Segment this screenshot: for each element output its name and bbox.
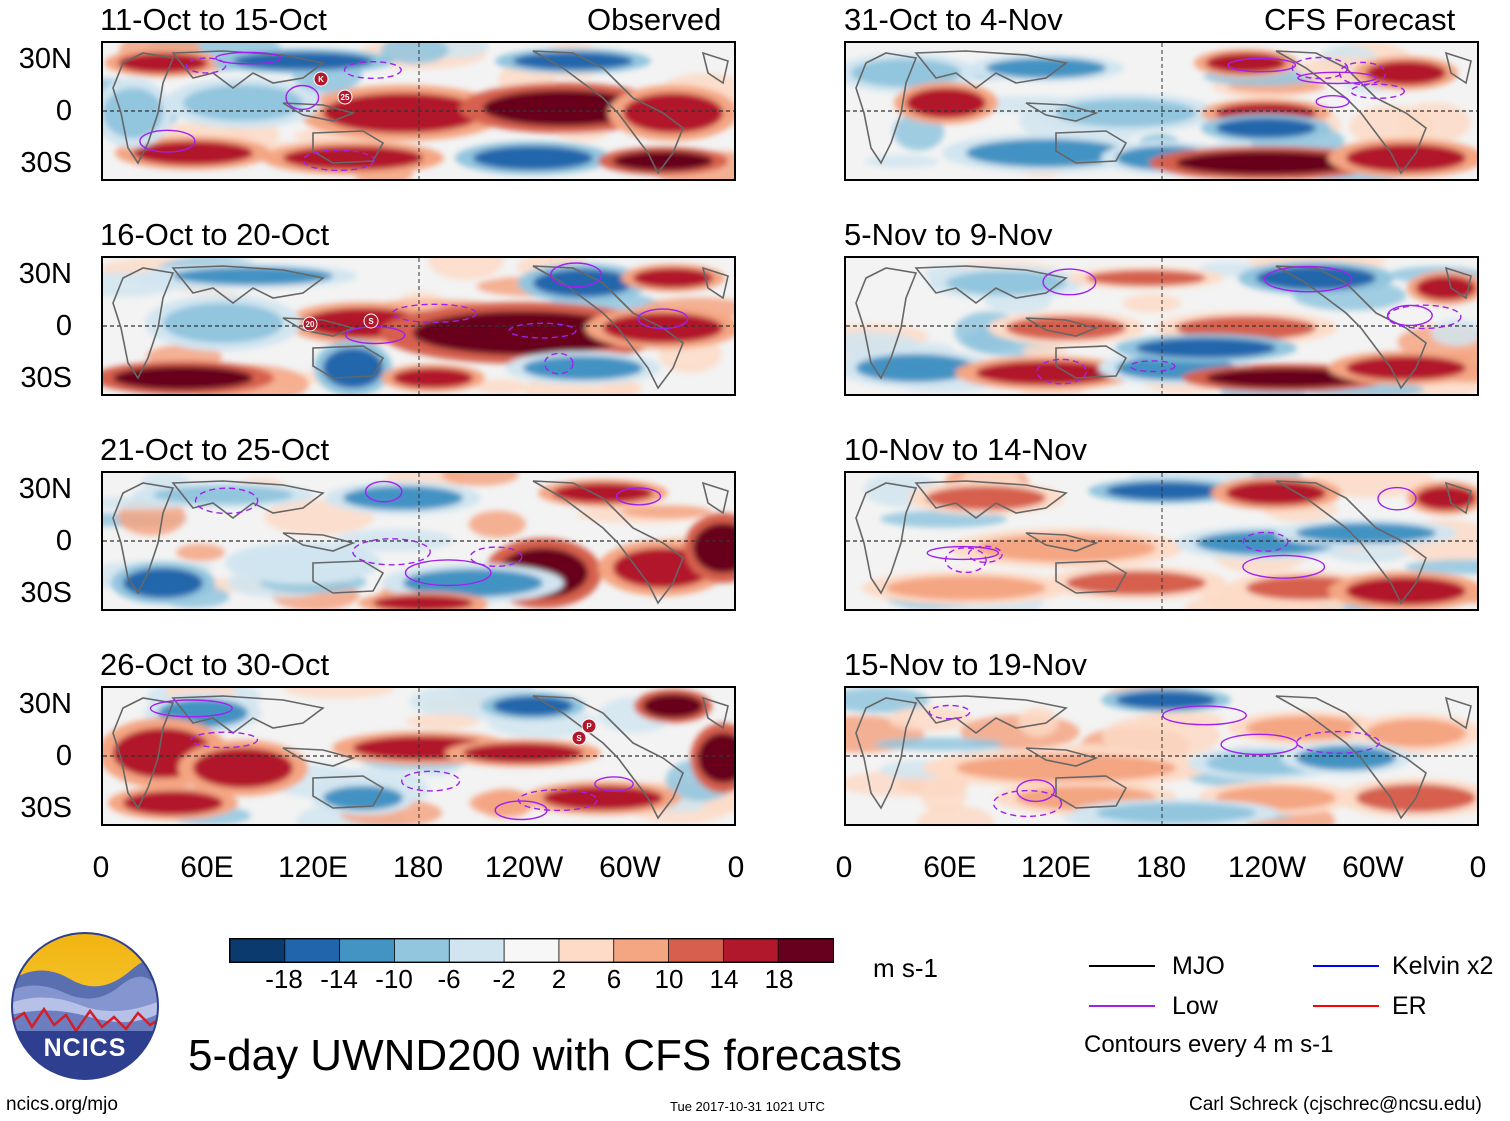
panel-period-label: 31-Oct to 4-Nov bbox=[844, 2, 1063, 37]
uwnd-map bbox=[101, 471, 736, 611]
lat-label-30s: 30S bbox=[20, 147, 72, 179]
storm-marker: S bbox=[363, 313, 379, 329]
storm-marker: 20 bbox=[302, 316, 318, 332]
colorbar-swatch bbox=[448, 939, 505, 962]
storm-marker: K bbox=[313, 71, 329, 87]
lat-label-eq: 0 bbox=[55, 95, 72, 127]
lat-label-eq: 0 bbox=[55, 740, 72, 772]
lat-label-30n: 30N bbox=[18, 688, 72, 720]
uwnd-map bbox=[844, 471, 1479, 611]
storm-marker: S bbox=[571, 730, 587, 746]
lon-label: 60W bbox=[599, 851, 661, 884]
lat-label-30n: 30N bbox=[18, 43, 72, 75]
footer-url[interactable]: ncics.org/mjo bbox=[6, 1094, 118, 1115]
colorbar-swatch bbox=[613, 939, 670, 962]
colorbar-tick: 2 bbox=[551, 964, 567, 994]
lat-label-30s: 30S bbox=[20, 362, 72, 394]
colorbar-tick: 6 bbox=[606, 964, 622, 994]
lon-label: 180 bbox=[392, 851, 444, 884]
uwnd-map bbox=[844, 686, 1479, 826]
svg-text:25: 25 bbox=[341, 93, 350, 102]
footer-timestamp: Tue 2017-10-31 1021 UTC bbox=[670, 1099, 825, 1114]
legend-kelvin-line bbox=[1313, 965, 1379, 967]
lat-label-30n: 30N bbox=[18, 473, 72, 505]
colorbar-swatch bbox=[230, 939, 286, 962]
lat-label-30s: 30S bbox=[20, 577, 72, 609]
legend-er-line bbox=[1313, 1005, 1379, 1007]
colorbar-swatch bbox=[394, 939, 451, 962]
uwnd-map: K 25 bbox=[101, 41, 736, 181]
legend-low-line bbox=[1089, 1005, 1155, 1007]
lon-label: 0 bbox=[727, 851, 745, 884]
colorbar-tick: 14 bbox=[709, 964, 739, 994]
colorbar-units: m s-1 bbox=[873, 953, 938, 983]
uwnd-map: 20 S bbox=[101, 256, 736, 396]
lon-label: 120W bbox=[484, 851, 564, 884]
svg-text:S: S bbox=[576, 734, 582, 743]
logo-text: NCICS bbox=[43, 1034, 127, 1062]
lon-label: 120E bbox=[277, 851, 349, 884]
colorbar-swatch bbox=[284, 939, 341, 962]
panel-period-label: 5-Nov to 9-Nov bbox=[844, 217, 1053, 252]
colorbar-swatch bbox=[558, 939, 615, 962]
colorbar-swatch bbox=[503, 939, 560, 962]
legend-low-label: Low bbox=[1172, 992, 1218, 1020]
lon-label: 0 bbox=[835, 851, 853, 884]
lat-label-eq: 0 bbox=[55, 310, 72, 342]
uwnd-map bbox=[844, 256, 1479, 396]
colorbar-swatch bbox=[722, 939, 780, 962]
colorbar-tick: -18 bbox=[265, 964, 303, 994]
panel-period-label: 21-Oct to 25-Oct bbox=[100, 432, 330, 467]
colorbar-swatch bbox=[339, 939, 396, 962]
colorbar-tick: -14 bbox=[320, 964, 358, 994]
storm-marker: 25 bbox=[337, 89, 353, 105]
lat-label-eq: 0 bbox=[55, 525, 72, 557]
panel-period-label: 16-Oct to 20-Oct bbox=[100, 217, 330, 252]
lat-label-30n: 30N bbox=[18, 258, 72, 290]
storm-marker: P bbox=[581, 718, 597, 734]
legend-mjo-label: MJO bbox=[1172, 952, 1225, 980]
lon-label: 0 bbox=[1469, 851, 1487, 884]
colorbar-tick: -2 bbox=[492, 964, 516, 994]
lon-label: 60E bbox=[923, 851, 977, 884]
panel-source-tag: CFS Forecast bbox=[1264, 2, 1456, 37]
lon-label: 0 bbox=[92, 851, 110, 884]
colorbar-tick: -10 bbox=[375, 964, 413, 994]
lon-label: 120E bbox=[1020, 851, 1092, 884]
colorbar-swatch bbox=[668, 939, 725, 962]
svg-text:P: P bbox=[586, 722, 592, 731]
main-title: 5-day UWND200 with CFS forecasts bbox=[188, 1031, 902, 1080]
colorbar-tick: -6 bbox=[437, 964, 461, 994]
panel-source-tag: Observed bbox=[587, 2, 722, 37]
colorbar-tick: 10 bbox=[654, 964, 684, 994]
colorbar-tick: 18 bbox=[764, 964, 794, 994]
uwnd-map bbox=[844, 41, 1479, 181]
panel-period-label: 10-Nov to 14-Nov bbox=[844, 432, 1087, 467]
colorbar bbox=[229, 938, 834, 963]
legend-er-label: ER bbox=[1392, 992, 1427, 1020]
contour-note: Contours every 4 m s-1 bbox=[1084, 1031, 1334, 1058]
legend-kelvin-label: Kelvin x2 bbox=[1392, 952, 1494, 980]
lon-label: 60W bbox=[1342, 851, 1404, 884]
footer-author: Carl Schreck (cjschrec@ncsu.edu) bbox=[1189, 1094, 1482, 1115]
lon-label: 120W bbox=[1227, 851, 1307, 884]
lon-label: 180 bbox=[1135, 851, 1187, 884]
lon-label: 60E bbox=[180, 851, 234, 884]
svg-text:20: 20 bbox=[306, 320, 315, 329]
panel-period-label: 11-Oct to 15-Oct bbox=[100, 2, 327, 37]
colorbar-swatch bbox=[777, 939, 833, 962]
svg-text:S: S bbox=[368, 317, 374, 326]
panel-period-label: 15-Nov to 19-Nov bbox=[844, 647, 1087, 682]
svg-text:K: K bbox=[318, 75, 324, 84]
legend-mjo-line bbox=[1089, 965, 1155, 967]
panel-period-label: 26-Oct to 30-Oct bbox=[100, 647, 330, 682]
ncics-logo: NCICS bbox=[10, 931, 160, 1081]
lat-label-30s: 30S bbox=[20, 792, 72, 824]
